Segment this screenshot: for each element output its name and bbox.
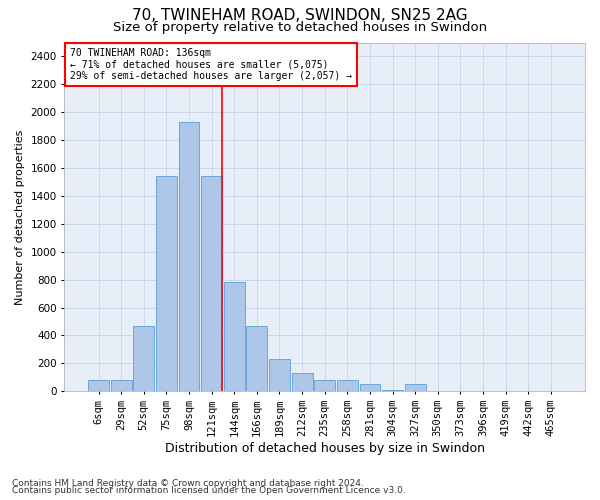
Bar (179, 122, 199, 392)
Bar (111, 380, 131, 392)
Bar (314, 380, 335, 392)
Bar (405, 384, 425, 392)
Y-axis label: Number of detached properties: Number of detached properties (15, 129, 25, 304)
Text: 70 TWINEHAM ROAD: 136sqm
← 71% of detached houses are smaller (5,075)
29% of sem: 70 TWINEHAM ROAD: 136sqm ← 71% of detach… (70, 48, 352, 81)
Bar (224, 282, 245, 392)
Bar (359, 384, 380, 392)
X-axis label: Distribution of detached houses by size in Swindon: Distribution of detached houses by size … (165, 442, 485, 455)
Bar (88, 380, 109, 392)
Bar (133, 326, 154, 392)
Bar (337, 380, 358, 392)
Text: Contains HM Land Registry data © Crown copyright and database right 2024.: Contains HM Land Registry data © Crown c… (12, 478, 364, 488)
Bar (156, 176, 177, 392)
Text: Size of property relative to detached houses in Swindon: Size of property relative to detached ho… (113, 21, 487, 34)
Text: 70, TWINEHAM ROAD, SWINDON, SN25 2AG: 70, TWINEHAM ROAD, SWINDON, SN25 2AG (132, 8, 468, 22)
Bar (269, 359, 290, 392)
Text: Contains public sector information licensed under the Open Government Licence v3: Contains public sector information licen… (12, 486, 406, 495)
Bar (247, 326, 267, 392)
Bar (201, 176, 222, 392)
Bar (292, 373, 313, 392)
Bar (382, 390, 403, 392)
